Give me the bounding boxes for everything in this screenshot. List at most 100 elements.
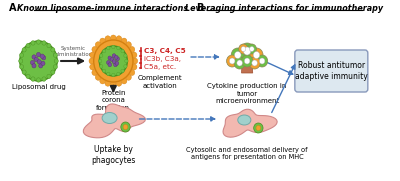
Circle shape xyxy=(20,53,24,57)
Circle shape xyxy=(20,65,24,69)
Circle shape xyxy=(106,60,110,64)
Circle shape xyxy=(231,48,244,62)
Circle shape xyxy=(250,48,263,62)
Circle shape xyxy=(102,69,106,73)
Circle shape xyxy=(252,60,258,66)
Circle shape xyxy=(256,55,268,67)
Circle shape xyxy=(247,44,256,54)
Circle shape xyxy=(110,35,116,41)
Text: C3, C4, C5: C3, C4, C5 xyxy=(144,48,186,54)
Circle shape xyxy=(234,52,241,58)
Ellipse shape xyxy=(238,115,251,125)
Circle shape xyxy=(95,74,101,80)
Circle shape xyxy=(31,41,35,45)
Circle shape xyxy=(112,54,116,58)
Text: iC3b, C3a,
C5a, etc.: iC3b, C3a, C5a, etc. xyxy=(144,56,181,70)
Circle shape xyxy=(121,78,127,84)
Circle shape xyxy=(132,58,138,64)
Circle shape xyxy=(32,64,36,68)
Circle shape xyxy=(241,47,246,52)
Circle shape xyxy=(47,43,51,48)
Circle shape xyxy=(47,74,51,79)
Circle shape xyxy=(53,53,58,57)
Circle shape xyxy=(100,65,103,68)
Circle shape xyxy=(249,57,260,69)
Circle shape xyxy=(40,54,44,58)
Circle shape xyxy=(242,55,253,67)
Circle shape xyxy=(116,80,122,86)
Circle shape xyxy=(126,74,131,80)
Circle shape xyxy=(117,72,120,76)
Circle shape xyxy=(226,55,238,67)
Circle shape xyxy=(30,60,34,65)
Circle shape xyxy=(239,44,248,54)
Circle shape xyxy=(100,38,105,44)
Circle shape xyxy=(37,60,41,64)
Circle shape xyxy=(129,70,135,75)
Text: A: A xyxy=(8,3,16,13)
Circle shape xyxy=(121,38,127,44)
Circle shape xyxy=(100,54,103,57)
Circle shape xyxy=(131,64,137,70)
Text: Systemic
administration: Systemic administration xyxy=(53,46,93,57)
Circle shape xyxy=(100,78,105,84)
Circle shape xyxy=(107,46,110,50)
Circle shape xyxy=(237,60,242,66)
Circle shape xyxy=(41,61,45,66)
Circle shape xyxy=(26,74,30,79)
Circle shape xyxy=(110,58,114,62)
FancyBboxPatch shape xyxy=(295,50,368,92)
Circle shape xyxy=(53,65,58,69)
Text: Liposomal drug: Liposomal drug xyxy=(12,84,65,90)
Circle shape xyxy=(89,58,95,64)
Circle shape xyxy=(117,46,120,50)
Circle shape xyxy=(123,125,128,129)
Circle shape xyxy=(116,57,120,61)
Circle shape xyxy=(112,73,115,77)
Circle shape xyxy=(90,64,95,70)
Circle shape xyxy=(42,41,46,45)
Circle shape xyxy=(124,65,127,68)
Circle shape xyxy=(108,63,112,67)
Polygon shape xyxy=(223,109,277,137)
Text: Robust antitumor
adaptive immunity: Robust antitumor adaptive immunity xyxy=(295,61,368,81)
Circle shape xyxy=(98,59,102,63)
Circle shape xyxy=(115,61,119,65)
Circle shape xyxy=(26,43,30,48)
Circle shape xyxy=(256,125,261,131)
Circle shape xyxy=(94,40,133,82)
Circle shape xyxy=(95,42,101,48)
Circle shape xyxy=(125,59,128,63)
Circle shape xyxy=(32,55,36,59)
Circle shape xyxy=(36,78,40,82)
Text: Uptake by
phagocytes: Uptake by phagocytes xyxy=(91,145,136,165)
Circle shape xyxy=(20,41,57,81)
Circle shape xyxy=(124,54,127,57)
Circle shape xyxy=(240,43,255,59)
Text: Leveraging interactions for immunotherapy: Leveraging interactions for immunotherap… xyxy=(186,4,384,13)
Circle shape xyxy=(36,52,40,57)
Circle shape xyxy=(253,52,260,58)
Circle shape xyxy=(243,47,251,55)
Circle shape xyxy=(19,59,23,63)
Polygon shape xyxy=(242,58,253,73)
Circle shape xyxy=(105,36,110,42)
Circle shape xyxy=(99,46,127,76)
Circle shape xyxy=(90,52,95,58)
Circle shape xyxy=(250,47,254,52)
Text: B: B xyxy=(196,3,203,13)
Circle shape xyxy=(92,47,98,52)
Text: Known liposome-immune interactions: Known liposome-immune interactions xyxy=(16,4,188,13)
Circle shape xyxy=(54,59,58,63)
Circle shape xyxy=(259,58,265,64)
Ellipse shape xyxy=(102,113,117,123)
Circle shape xyxy=(22,48,26,52)
Circle shape xyxy=(92,70,98,75)
Circle shape xyxy=(244,58,250,64)
Circle shape xyxy=(34,57,38,62)
Polygon shape xyxy=(83,104,146,138)
Circle shape xyxy=(254,123,263,133)
Circle shape xyxy=(234,57,245,69)
Circle shape xyxy=(116,36,122,42)
Circle shape xyxy=(121,69,124,73)
